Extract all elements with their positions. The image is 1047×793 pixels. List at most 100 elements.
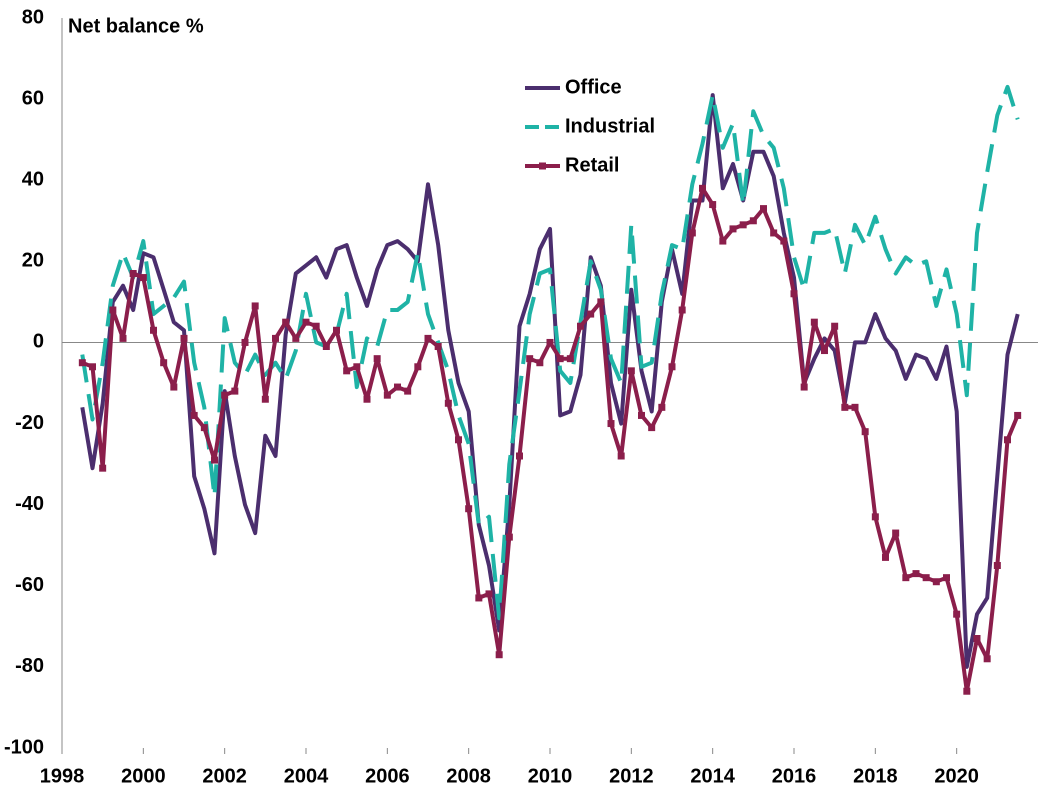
series-marker	[688, 229, 696, 237]
series-marker	[211, 456, 218, 464]
series-marker	[150, 326, 157, 334]
series-marker	[190, 411, 198, 419]
series-marker	[343, 367, 351, 375]
series-marker	[943, 574, 950, 582]
y-tick-label: 0	[33, 331, 44, 353]
series-marker	[292, 334, 300, 342]
series-line	[80, 93, 1020, 669]
series-marker	[221, 391, 229, 399]
series-marker	[678, 306, 686, 314]
series-marker	[993, 562, 1001, 569]
x-tick-label: 2010	[528, 765, 573, 787]
series-marker	[831, 322, 839, 330]
series-marker	[597, 298, 605, 306]
series-marker	[536, 359, 544, 367]
series-marker	[404, 387, 412, 395]
series-marker	[607, 420, 615, 428]
legend-label: Retail	[565, 154, 619, 176]
series-marker	[322, 343, 330, 350]
series-marker	[902, 574, 910, 582]
series-marker	[78, 359, 86, 367]
series-marker	[272, 334, 279, 342]
series-marker	[810, 318, 818, 326]
x-tick-label: 2016	[772, 765, 817, 787]
y-tick-label: 40	[22, 169, 44, 191]
series-marker	[882, 553, 889, 561]
series-marker	[546, 338, 554, 346]
y-tick-label: 60	[22, 87, 44, 109]
y-tick-label: 80	[22, 6, 44, 28]
y-tick-label: -20	[15, 412, 44, 434]
x-tick-label: 2014	[690, 765, 735, 787]
series-marker	[556, 355, 564, 363]
series-marker	[800, 383, 808, 391]
series-marker	[1004, 436, 1011, 444]
series-marker	[241, 338, 249, 346]
series-marker	[566, 355, 574, 363]
series-marker	[790, 290, 798, 298]
legend-marker	[539, 162, 546, 170]
series-marker	[770, 229, 778, 237]
series-marker	[760, 205, 767, 213]
series-marker	[953, 610, 961, 618]
series-marker	[587, 310, 595, 318]
series-marker	[617, 452, 625, 460]
series-marker	[465, 505, 473, 513]
series-marker	[373, 355, 381, 363]
series-marker	[709, 201, 717, 209]
series-marker	[648, 424, 656, 432]
series-marker	[912, 570, 920, 578]
series-marker	[109, 306, 117, 314]
series-marker	[129, 270, 137, 277]
series-marker	[424, 334, 432, 342]
series-marker	[231, 387, 239, 395]
x-tick-label: 2012	[609, 765, 654, 787]
legend-label: Office	[565, 76, 622, 98]
x-tick-label: 2018	[853, 765, 898, 787]
series-marker	[963, 687, 971, 695]
series-marker	[780, 237, 788, 245]
y-tick-label: 20	[22, 250, 44, 272]
series-marker	[455, 436, 462, 444]
series-marker	[749, 217, 757, 225]
series-marker	[739, 221, 747, 229]
x-tick-label: 2004	[284, 765, 329, 787]
series-marker	[932, 578, 940, 586]
x-tick-label: 2002	[202, 765, 247, 787]
series-marker	[363, 395, 371, 403]
x-tick-label: 2020	[934, 765, 979, 787]
series-marker	[841, 403, 849, 411]
y-axis-label: Net balance %	[68, 15, 204, 37]
series-marker	[434, 343, 442, 350]
series-marker	[577, 322, 584, 330]
series-marker	[353, 363, 361, 371]
x-tick-label: 2006	[365, 765, 410, 787]
series-marker	[516, 452, 523, 460]
y-tick-label: -80	[15, 655, 44, 677]
series-marker	[861, 428, 869, 436]
x-tick-label: 2000	[121, 765, 166, 787]
series-marker	[333, 326, 340, 334]
series-marker	[251, 302, 259, 310]
series-marker	[383, 391, 391, 399]
series-marker	[973, 635, 981, 642]
series-marker	[99, 464, 107, 472]
series-marker	[719, 237, 727, 245]
series-marker	[139, 274, 147, 282]
series-marker	[170, 383, 178, 391]
series-marker	[200, 424, 208, 432]
series-marker	[851, 403, 859, 411]
series-marker	[871, 513, 879, 521]
series-marker	[1014, 411, 1022, 419]
y-tick-label: -60	[15, 574, 44, 596]
series-marker	[668, 363, 676, 371]
series-marker	[495, 651, 503, 659]
series-marker	[302, 318, 310, 326]
series-marker	[892, 529, 900, 537]
series-marker	[699, 184, 706, 192]
series-marker	[922, 574, 930, 582]
series-marker	[160, 359, 168, 367]
series-marker	[119, 334, 127, 342]
series-marker	[475, 594, 483, 602]
